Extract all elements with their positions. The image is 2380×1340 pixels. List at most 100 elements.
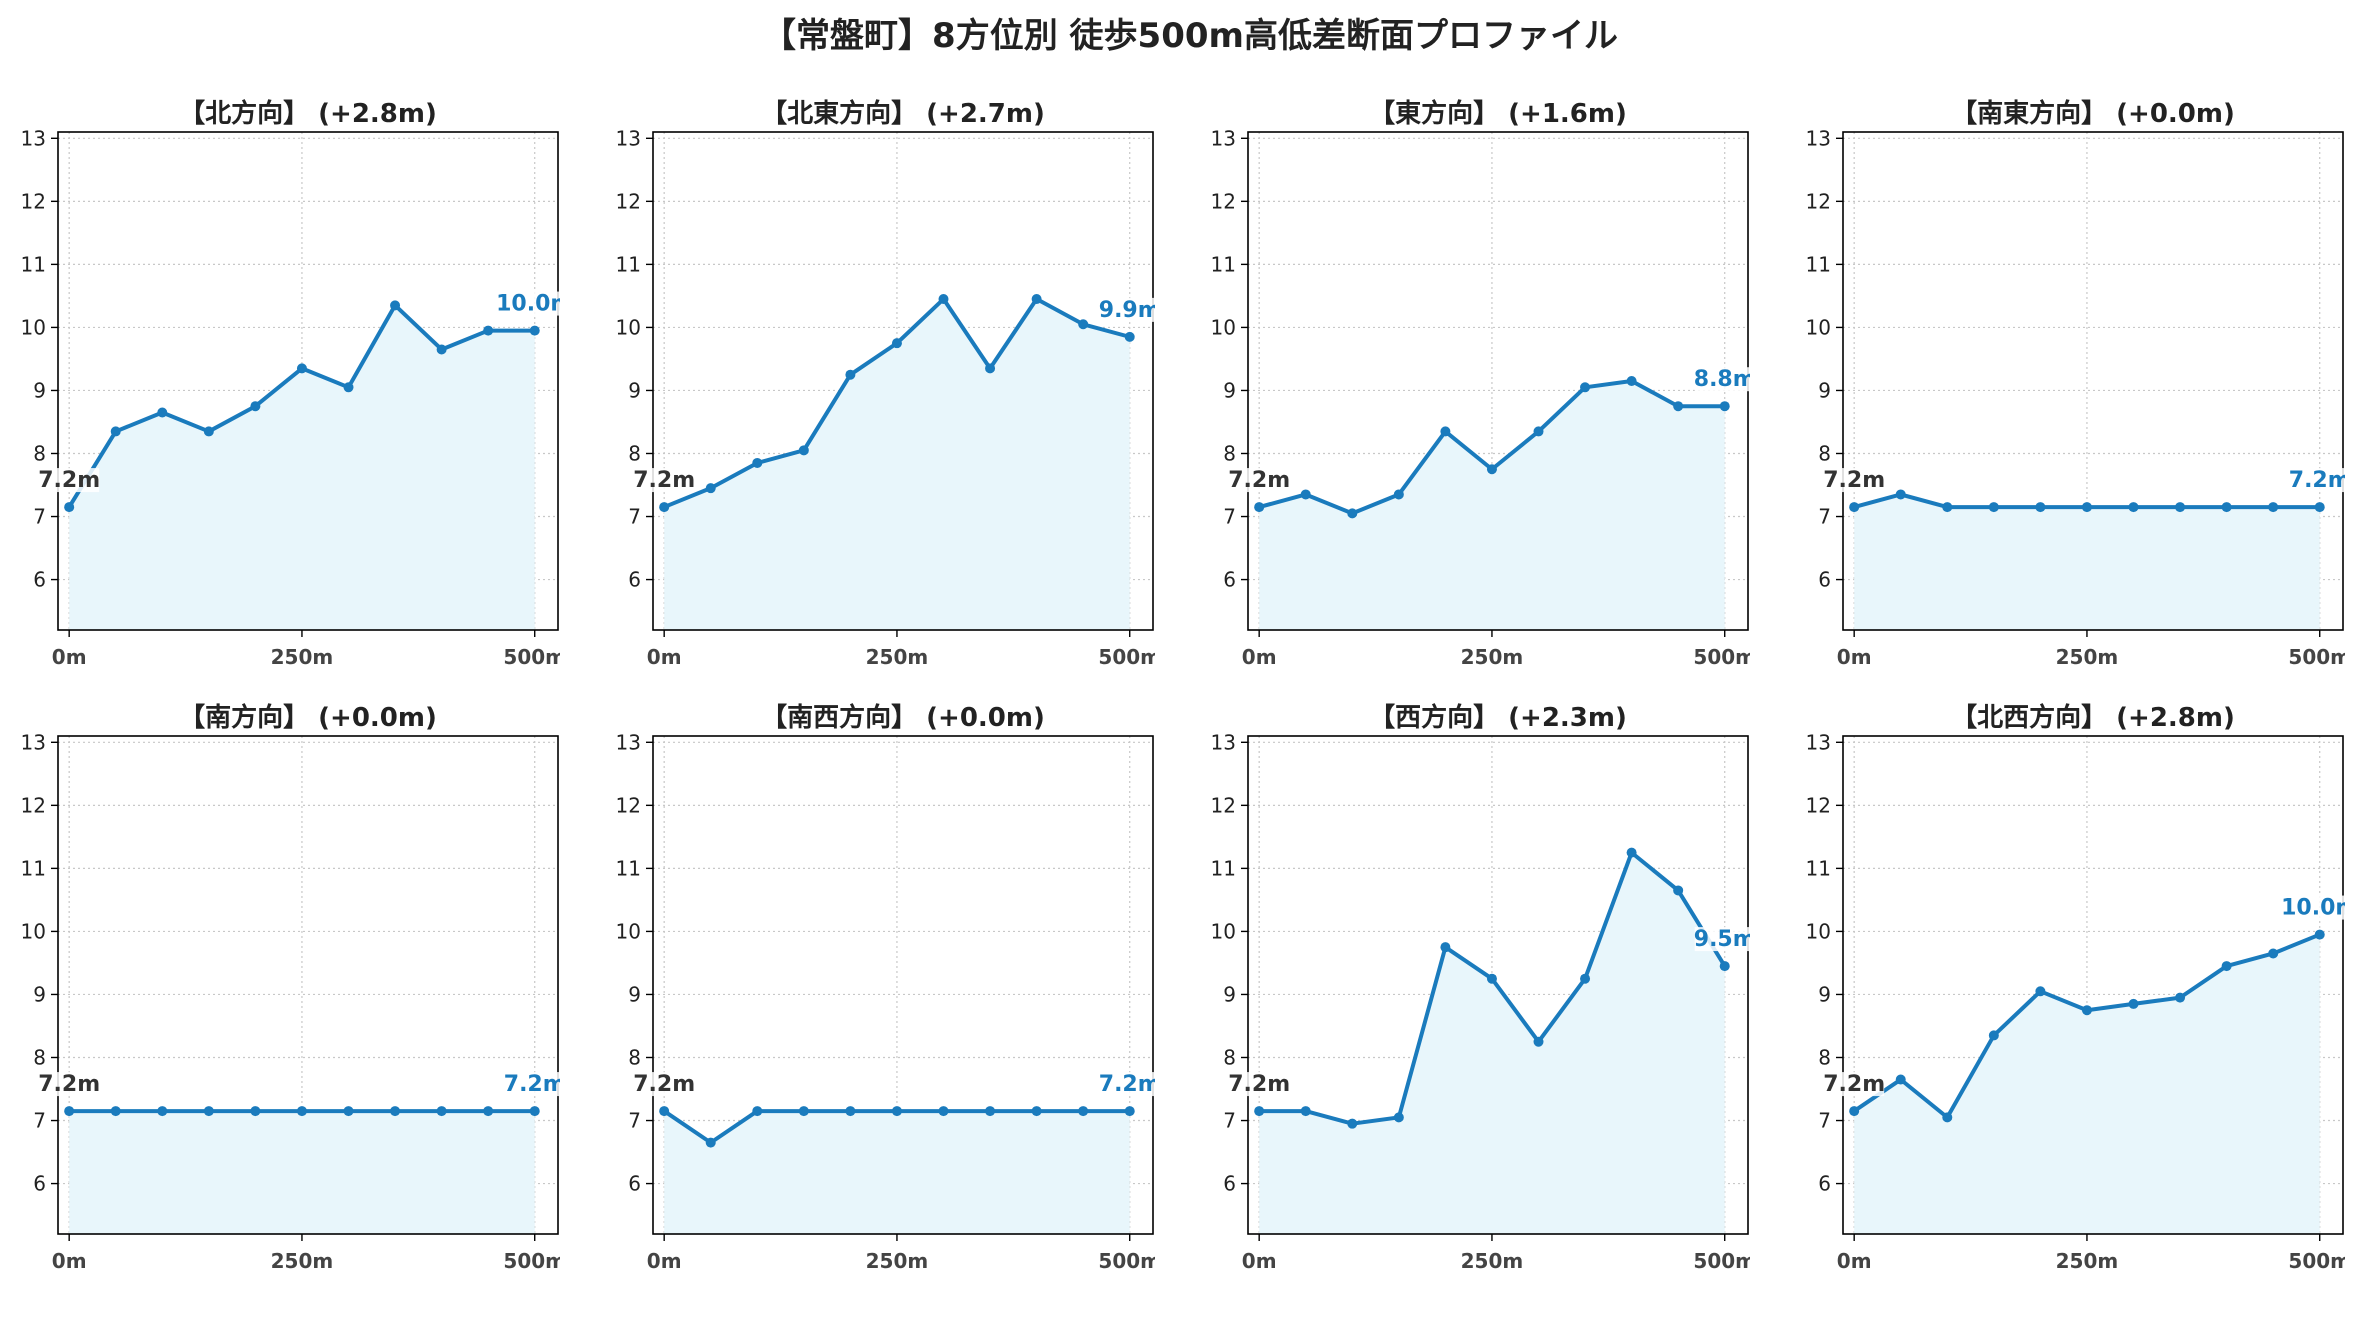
data-point — [1988, 502, 1999, 513]
y-tick-label: 7 — [628, 505, 641, 529]
data-point — [2314, 502, 2325, 513]
data-point — [1895, 1074, 1906, 1085]
data-point — [157, 1106, 168, 1117]
x-tick-label: 250m — [1461, 645, 1524, 669]
y-tick-label: 7 — [1818, 505, 1831, 529]
start-label-bg — [39, 468, 100, 493]
data-point — [2081, 502, 2092, 513]
x-tick-label: 250m — [866, 1249, 929, 1273]
start-label-bg — [1229, 468, 1290, 493]
end-label: 8.8m — [1694, 367, 1750, 392]
data-point — [203, 426, 214, 437]
data-point — [985, 1106, 996, 1117]
data-point — [1440, 942, 1451, 953]
start-label-bg — [634, 468, 695, 493]
data-point — [343, 1106, 354, 1117]
x-tick-label: 500m — [1693, 1249, 1750, 1273]
x-tick-label: 0m — [647, 645, 682, 669]
data-point — [845, 369, 856, 380]
data-point — [1533, 426, 1544, 437]
figure-title: 【常盤町】8方位別 徒歩500m高低差断面プロファイル — [762, 16, 1618, 56]
y-tick-label: 9 — [1818, 378, 1831, 402]
y-tick-label: 12 — [616, 793, 641, 817]
data-point — [1031, 294, 1042, 305]
y-tick-label: 12 — [21, 793, 46, 817]
data-point — [2314, 929, 2325, 940]
chart-title: 【東方向】 (+1.6m) — [1369, 98, 1627, 129]
plot-frame — [57, 131, 559, 631]
data-point — [390, 300, 401, 311]
y-tick-label: 6 — [628, 1172, 641, 1196]
y-tick-label: 13 — [1211, 730, 1236, 754]
y-tick-label: 13 — [21, 126, 46, 150]
data-point — [705, 1137, 716, 1148]
data-point — [1673, 401, 1684, 412]
end-label-bg — [504, 1072, 560, 1097]
data-point — [752, 1106, 763, 1117]
data-point — [1942, 502, 1953, 513]
data-point — [1626, 376, 1637, 386]
data-point — [1580, 382, 1591, 393]
data-point — [2035, 986, 2046, 997]
data-point — [110, 1106, 121, 1117]
chart-title: 【南東方向】 (+0.0m) — [1951, 98, 2235, 129]
y-tick-label: 11 — [616, 252, 641, 276]
y-tick-label: 7 — [1223, 1109, 1236, 1133]
data-point — [1895, 489, 1906, 500]
data-point — [390, 1106, 401, 1117]
y-tick-label: 10 — [616, 315, 641, 339]
data-point — [2128, 502, 2139, 513]
data-point — [2221, 502, 2232, 513]
y-tick-label: 9 — [33, 982, 46, 1006]
data-point — [985, 363, 996, 374]
data-point — [1440, 426, 1451, 437]
data-point — [1254, 502, 1265, 513]
y-tick-label: 12 — [1806, 189, 1831, 213]
data-point — [1719, 961, 1730, 972]
y-tick-label: 9 — [33, 378, 46, 402]
start-label-bg — [1229, 1072, 1290, 1097]
y-tick-label: 8 — [628, 1045, 641, 1069]
data-point — [2268, 948, 2279, 959]
y-tick-label: 13 — [1211, 126, 1236, 150]
area-fill — [1854, 934, 2320, 1234]
y-tick-label: 6 — [1223, 568, 1236, 592]
x-tick-label: 0m — [1837, 645, 1872, 669]
data-point — [203, 1106, 214, 1117]
start-label: 7.2m — [633, 1072, 695, 1097]
y-tick-label: 10 — [1211, 315, 1236, 339]
data-point — [1486, 973, 1497, 984]
y-tick-label: 13 — [616, 730, 641, 754]
chart-title: 【北西方向】 (+2.8m) — [1951, 702, 2235, 733]
data-point — [483, 1106, 494, 1117]
x-tick-label: 500m — [1098, 1249, 1155, 1273]
y-tick-label: 7 — [628, 1109, 641, 1133]
end-label-bg — [1099, 297, 1155, 322]
plot-frame — [652, 735, 1154, 1235]
chart-title: 【北方向】 (+2.8m) — [179, 98, 437, 129]
y-tick-label: 9 — [628, 982, 641, 1006]
end-label-bg — [498, 291, 560, 316]
x-tick-label: 250m — [1461, 1249, 1524, 1273]
plot-frame — [1842, 735, 2344, 1235]
data-point — [250, 401, 261, 412]
data-point — [436, 1106, 447, 1117]
y-tick-label: 7 — [1818, 1109, 1831, 1133]
start-label-bg — [634, 1072, 695, 1097]
y-tick-label: 8 — [1818, 441, 1831, 465]
data-point — [1849, 1106, 1860, 1117]
y-tick-label: 7 — [1223, 505, 1236, 529]
data-point — [938, 294, 949, 305]
data-point — [64, 502, 75, 513]
y-tick-label: 8 — [33, 1045, 46, 1069]
end-label: 7.2m — [2289, 468, 2345, 493]
end-label: 10.0m — [496, 292, 560, 317]
y-tick-label: 6 — [628, 568, 641, 592]
start-label-bg — [1824, 468, 1885, 493]
data-point — [343, 382, 354, 393]
x-tick-label: 500m — [503, 645, 560, 669]
chart-title: 【南西方向】 (+0.0m) — [761, 702, 1045, 733]
x-tick-label: 250m — [2056, 645, 2119, 669]
data-point — [891, 1106, 902, 1117]
x-tick-label: 0m — [1242, 645, 1277, 669]
